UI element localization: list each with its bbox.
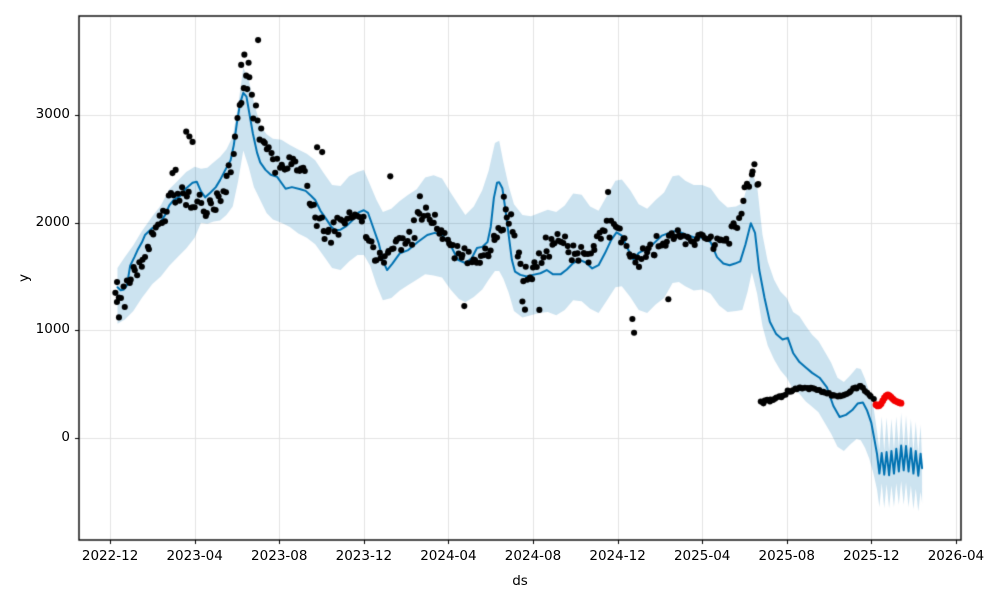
x-tick-label: 2023-04 [166,548,223,564]
y-tick-label: 3000 [35,105,70,122]
x-axis-label: ds [512,573,528,589]
x-tick-label: 2025-04 [673,548,731,564]
x-tick-label: 2025-12 [843,548,900,564]
x-tick-label: 2022-12 [81,548,139,564]
x-tick-label: 2023-12 [335,548,393,564]
x-tick-label: 2025-08 [758,548,815,564]
x-tick-label: 2023-08 [251,548,308,564]
x-tick-label: 2024-12 [589,548,646,564]
y-tick-label: 0 [61,429,70,446]
x-tick-label: 2024-04 [420,548,477,564]
y-axis-label: y [16,274,32,282]
y-tick-label: 1000 [35,321,70,338]
y-tick-label: 2000 [35,213,70,230]
x-tick-label: 2026-04 [927,548,985,564]
x-tick-label: 2024-08 [504,548,562,564]
